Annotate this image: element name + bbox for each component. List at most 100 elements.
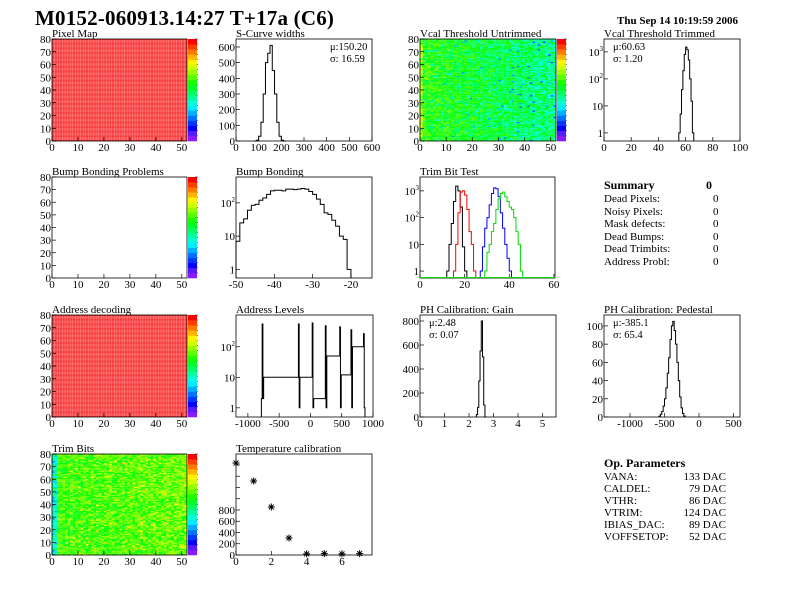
heatmap-cell — [451, 130, 455, 133]
heatmap-cell — [59, 528, 63, 530]
heatmap-grid — [52, 315, 187, 417]
heatmap-cell — [545, 65, 549, 68]
heatmap-cell — [529, 109, 533, 111]
heatmap-cell — [52, 537, 55, 539]
heatmap-cell — [448, 91, 452, 93]
heatmap-cell — [532, 118, 536, 120]
heatmap-cell — [474, 134, 478, 137]
heatmap-cell — [57, 467, 60, 470]
heatmap-cell — [420, 118, 423, 120]
heatmap-cell — [488, 124, 491, 126]
heatmap-cell — [59, 508, 63, 510]
heatmap-cell — [532, 102, 536, 105]
heatmap-cell — [550, 124, 554, 126]
heatmap-cell — [456, 126, 460, 129]
heatmap-cell — [537, 82, 541, 84]
heatmap-cell — [488, 105, 491, 107]
heatmap-cell — [548, 78, 551, 80]
heatmap-cell — [511, 65, 515, 68]
heatmap-cell — [532, 70, 536, 73]
heatmap-cell — [498, 60, 502, 63]
heatmap-cell — [472, 104, 476, 106]
heatmap-cell — [467, 109, 470, 111]
heatmap-cell — [472, 125, 476, 128]
heatmap-cell — [540, 64, 544, 66]
heatmap-cell — [427, 49, 431, 51]
heatmap-cell — [495, 61, 499, 64]
heatmap-cell — [503, 63, 507, 65]
heatmap-cell — [493, 123, 496, 125]
heatmap-cell — [537, 101, 541, 103]
heatmap-cell — [540, 116, 544, 119]
heatmap-cell — [519, 98, 523, 101]
heatmap-cell — [506, 84, 510, 87]
heatmap-cell — [498, 83, 502, 86]
heatmap-cell — [477, 132, 481, 134]
heatmap-cell — [522, 133, 525, 135]
heatmap-cell — [451, 118, 455, 120]
heatmap-cell — [435, 96, 439, 98]
heatmap-cell — [503, 77, 507, 79]
heatmap-cell — [425, 44, 428, 46]
heatmap-cell — [446, 82, 449, 84]
heatmap-cell — [511, 40, 515, 42]
heatmap-cell — [456, 110, 460, 112]
heatmap-cell — [495, 98, 499, 101]
heatmap-cell — [537, 104, 541, 106]
heatmap-cell — [495, 132, 499, 134]
heatmap-cell — [427, 75, 431, 78]
heatmap-cell — [456, 137, 460, 139]
heatmap-cell — [454, 74, 457, 77]
heatmap-cell — [57, 490, 60, 492]
heatmap-cell — [451, 82, 455, 84]
heatmap-cell — [537, 68, 541, 70]
heatmap-cell — [446, 124, 449, 126]
heatmap-cell — [477, 112, 481, 115]
heatmap-cell — [451, 139, 455, 142]
color-scale-segment — [188, 59, 197, 65]
heatmap-cell — [454, 125, 457, 128]
heatmap-cell — [542, 83, 546, 86]
heatmap-cell — [519, 53, 523, 55]
heatmap-cell — [469, 133, 473, 135]
heatmap-cell — [425, 51, 428, 54]
heatmap-cell — [461, 68, 465, 70]
heatmap-cell — [548, 123, 551, 125]
heatmap-cell — [57, 481, 60, 484]
heatmap-cell — [503, 97, 507, 100]
heatmap-cell — [425, 47, 428, 50]
heatmap-cell — [495, 87, 499, 89]
heatmap-cell — [425, 101, 428, 103]
heatmap-cell — [62, 525, 66, 528]
heatmap-cell — [498, 111, 502, 114]
heatmap-cell — [472, 88, 476, 91]
heatmap-cell — [57, 472, 60, 475]
heatmap-cell — [550, 58, 554, 60]
heatmap-cell — [506, 49, 510, 51]
heatmap-cell — [501, 73, 504, 75]
heatmap-cell — [553, 60, 557, 63]
heatmap-cell — [469, 69, 473, 71]
heatmap-cell — [472, 102, 476, 105]
heatmap-cell — [532, 105, 536, 107]
heatmap-cell — [480, 101, 483, 103]
heatmap-cell — [464, 61, 468, 64]
heatmap-cell — [498, 87, 502, 89]
heatmap-cell — [451, 86, 455, 88]
heatmap-cell — [438, 45, 442, 47]
heatmap-cell — [545, 98, 549, 101]
heatmap-cell — [62, 546, 66, 548]
heatmap-cell — [440, 42, 444, 45]
heatmap-cell — [52, 501, 55, 504]
heatmap-cell — [532, 135, 536, 138]
heatmap-cell — [454, 82, 457, 84]
heatmap-cell — [443, 78, 447, 80]
heatmap-cell — [553, 119, 557, 121]
heatmap-cell — [532, 84, 536, 87]
heatmap-cell — [54, 464, 58, 466]
heatmap-cell — [57, 520, 60, 523]
heatmap-cell — [493, 126, 496, 129]
heatmap-cell — [498, 112, 502, 115]
heatmap-cell — [498, 109, 502, 111]
heatmap-cell — [511, 61, 515, 64]
